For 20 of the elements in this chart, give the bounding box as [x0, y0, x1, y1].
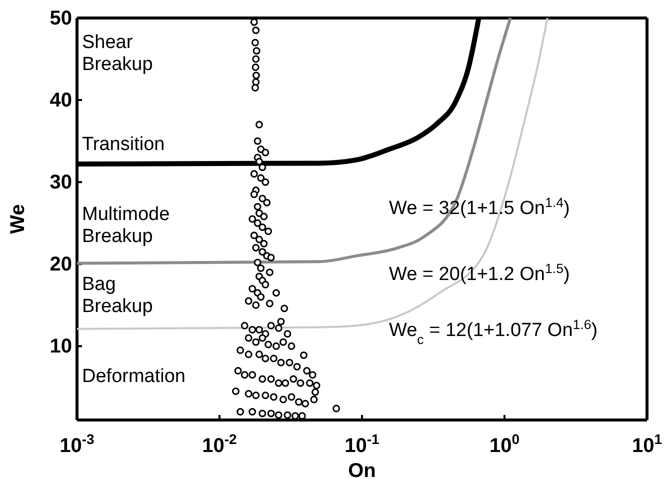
annotation: We = 20(1+1.2 On$^{1.5}$) — [389, 260, 570, 285]
x-tick-label: 10$^{-2}$ — [202, 431, 238, 457]
x-axis-title: On — [348, 460, 376, 482]
x-tick-label: 10$^{0}$ — [489, 431, 520, 457]
annotation: We = 32(1+1.5 On$^{1.4}$) — [389, 194, 570, 219]
annotation: We$_{c}$ = 12(1+1.077 On$^{1.6}$) — [389, 316, 598, 346]
annotation: Bag Breakup — [82, 274, 153, 317]
annotation: Multimode Breakup — [82, 204, 170, 247]
y-tick-label: 50 — [50, 7, 72, 30]
y-tick-label: 20 — [50, 254, 72, 276]
y-tick-label: 40 — [50, 89, 72, 112]
annotation: Deformation — [82, 366, 186, 387]
annotation: Transition — [82, 134, 165, 155]
y-tick-label: 10 — [50, 336, 72, 358]
y-tick-label: 30 — [50, 171, 72, 194]
x-tick-label: 10$^{-3}$ — [60, 431, 95, 457]
x-tick-label: 10$^{-1}$ — [344, 431, 380, 457]
x-tick-label: 10$^{1}$ — [632, 431, 662, 457]
y-axis-title: We — [7, 204, 29, 234]
annotation: Shear Breakup — [82, 32, 153, 75]
